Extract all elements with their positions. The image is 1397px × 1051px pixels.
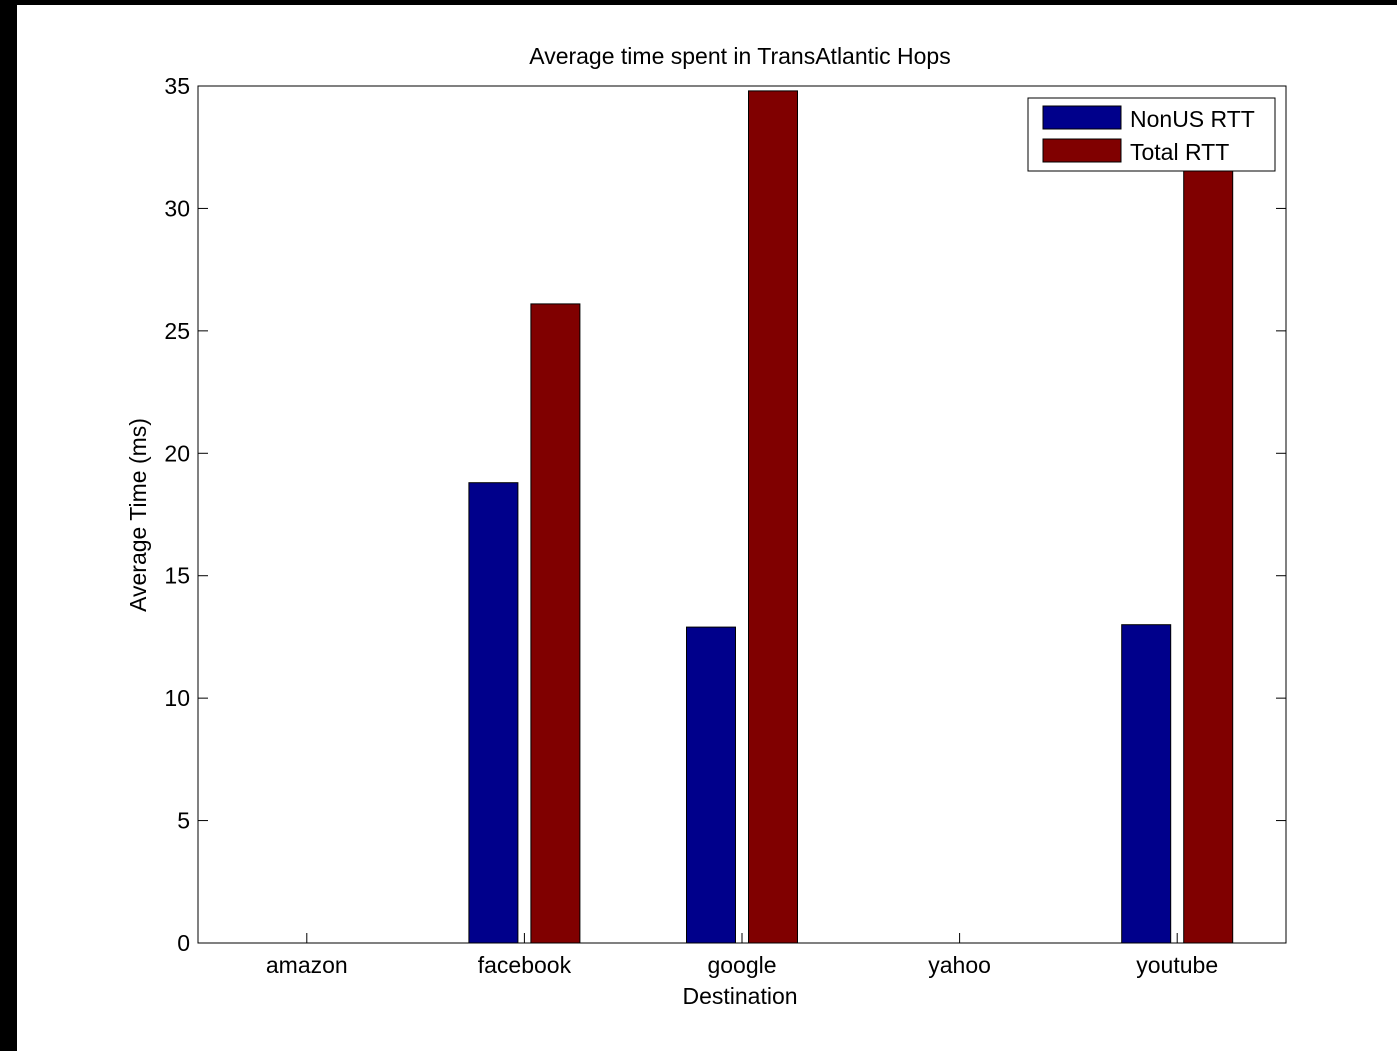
y-tick-label: 10 bbox=[164, 685, 190, 711]
y-tick-label: 15 bbox=[164, 563, 190, 589]
legend-swatch-nonus-rtt bbox=[1042, 105, 1122, 130]
y-tick-label: 35 bbox=[164, 73, 190, 99]
bar-nonus-rtt-google bbox=[686, 626, 736, 944]
x-tick-label: amazon bbox=[266, 952, 348, 978]
legend: NonUS RTT Total RTT bbox=[1027, 97, 1276, 172]
y-tick-label: 30 bbox=[164, 195, 190, 221]
legend-label-total-rtt: Total RTT bbox=[1130, 139, 1229, 165]
bars-layer bbox=[468, 90, 1234, 944]
chart-title: Average time spent in TransAtlantic Hops bbox=[529, 43, 950, 69]
bar-total-rtt-facebook bbox=[530, 303, 581, 944]
x-tick-label: facebook bbox=[478, 952, 572, 978]
y-tick-label: 0 bbox=[177, 930, 190, 956]
x-tick-label: yahoo bbox=[928, 952, 991, 978]
x-axis: amazon facebook google yahoo youtube bbox=[266, 933, 1218, 978]
legend-label-nonus-rtt: NonUS RTT bbox=[1130, 106, 1255, 132]
y-tick-label: 25 bbox=[164, 318, 190, 344]
x-tick-label: google bbox=[707, 952, 776, 978]
bar-nonus-rtt-facebook bbox=[468, 482, 519, 944]
legend-swatch-total-rtt bbox=[1042, 138, 1122, 163]
y-tick-label: 20 bbox=[164, 440, 190, 466]
y-axis: 0 5 10 15 20 25 30 35 bbox=[164, 73, 1286, 956]
x-axis-label: Destination bbox=[682, 983, 797, 1009]
y-tick-label: 5 bbox=[177, 808, 190, 834]
bar-total-rtt-youtube bbox=[1183, 163, 1234, 944]
bar-nonus-rtt-youtube bbox=[1121, 624, 1172, 944]
bar-total-rtt-google bbox=[748, 90, 798, 944]
x-tick-label: youtube bbox=[1136, 952, 1218, 978]
y-axis-label: Average Time (ms) bbox=[125, 418, 151, 612]
